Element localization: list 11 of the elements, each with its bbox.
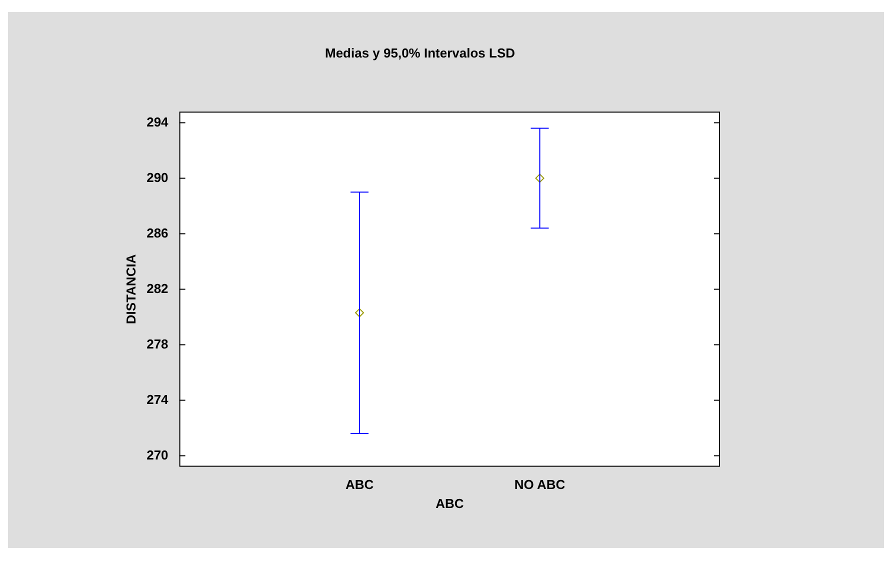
x-tick-label: NO ABC	[514, 477, 566, 492]
y-tick-label: 286	[146, 225, 168, 240]
y-axis-title: DISTANCIA	[123, 254, 138, 324]
chart-title: Medias y 95,0% Intervalos LSD	[324, 45, 516, 60]
y-tick-label: 294	[146, 114, 170, 130]
y-tick-label: 290	[146, 170, 168, 185]
y-tick-label: 282	[146, 280, 168, 296]
y-tick-label: 270	[146, 447, 168, 462]
y-tick-label: 274	[146, 392, 170, 407]
y-tick-label: 278	[146, 336, 168, 352]
x-axis-title: ABC	[436, 496, 464, 511]
